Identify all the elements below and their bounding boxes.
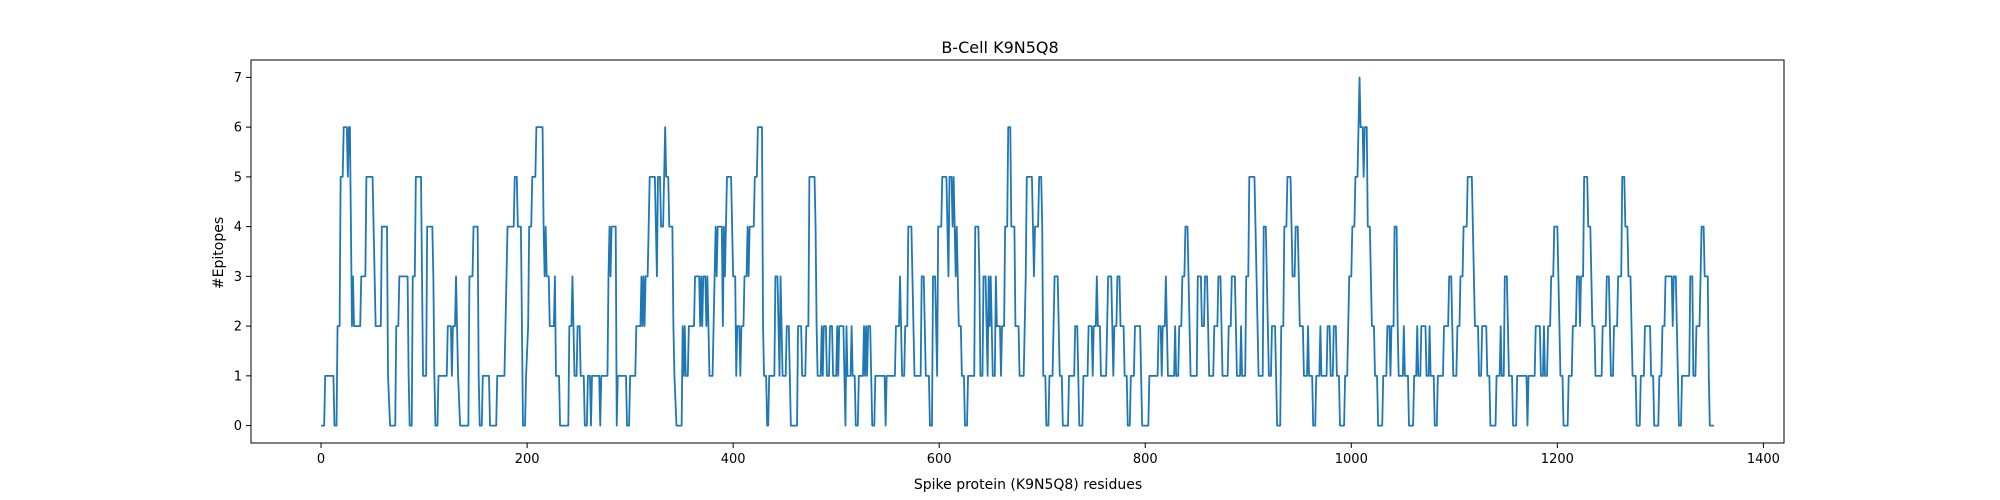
x-tick-label: 200 <box>515 452 540 467</box>
x-axis: 0 200 400 600 800 1000 1200 1400 <box>317 443 1780 467</box>
chart-title: B-Cell K9N5Q8 <box>941 38 1058 57</box>
x-tick-label: 1400 <box>1747 452 1780 467</box>
y-tick-label: 6 <box>234 121 242 136</box>
y-tick-label: 3 <box>234 270 242 285</box>
y-tick-label: 1 <box>234 369 242 384</box>
y-tick-label: 0 <box>234 419 242 434</box>
y-tick-label: 7 <box>234 71 242 86</box>
y-tick-label: 5 <box>234 170 242 185</box>
axes-frame <box>250 59 1785 444</box>
series-line <box>321 76 1714 427</box>
x-tick-label: 1000 <box>1335 452 1368 467</box>
x-tick-label: 800 <box>1133 452 1158 467</box>
x-axis-title: Spike protein (K9N5Q8) residues <box>914 477 1142 493</box>
y-tick-label: 2 <box>234 320 242 335</box>
y-axis-title: #Epitopes <box>211 217 227 289</box>
x-tick-label: 600 <box>927 452 952 467</box>
y-tick-label: 4 <box>234 220 242 235</box>
x-tick-label: 400 <box>721 452 746 467</box>
x-tick-label: 0 <box>317 452 325 467</box>
plot-area <box>250 59 1785 444</box>
x-tick-label: 1200 <box>1541 452 1574 467</box>
y-axis: 0 1 2 3 4 5 6 7 <box>234 71 251 434</box>
